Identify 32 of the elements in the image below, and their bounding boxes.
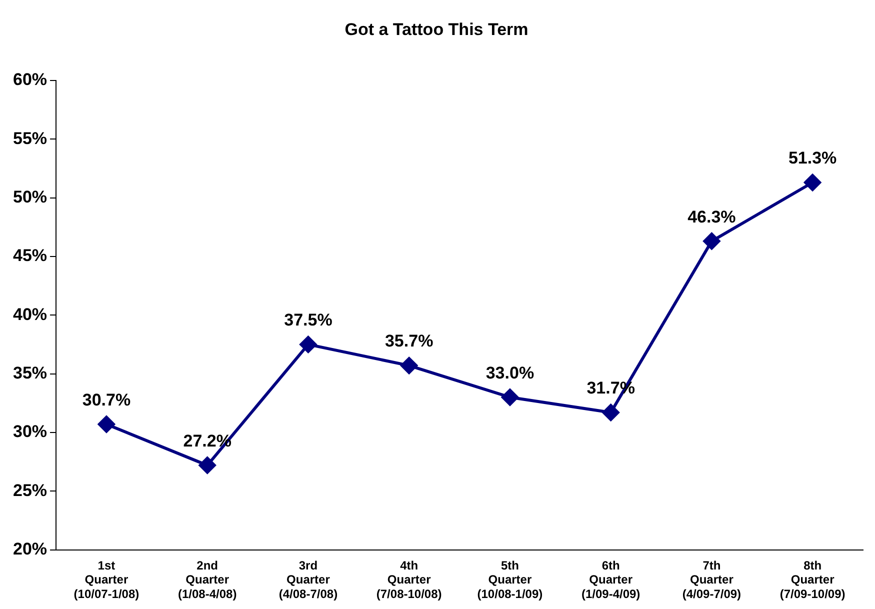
y-tick-label: 60% bbox=[12, 70, 48, 90]
point bbox=[501, 388, 518, 406]
data-label: 46.3% bbox=[688, 207, 736, 226]
x-tick-label: 4th Quarter (7/08-10/08) bbox=[376, 558, 442, 602]
data-label: 33.0% bbox=[486, 363, 534, 382]
y-tick-label: 50% bbox=[12, 187, 48, 206]
point bbox=[602, 404, 620, 421]
y-tick-label: 40% bbox=[12, 304, 48, 324]
x-tick-label: 2nd Quarter (1/08-4/08) bbox=[178, 558, 237, 602]
y-tick-label: 25% bbox=[12, 480, 48, 500]
x-tick-label: 5th Quarter (10/08-1/09) bbox=[477, 558, 543, 602]
point bbox=[198, 456, 216, 474]
point bbox=[300, 336, 317, 353]
data-label: 35.7% bbox=[384, 332, 434, 351]
x-tick-label: 6th Quarter (1/09-4/09) bbox=[581, 558, 640, 602]
chart-title: Got a Tattoo This Term bbox=[344, 20, 528, 39]
y-tick-label: 20% bbox=[12, 539, 48, 558]
x-tick-label: 8th Quarter (7/09-10/09) bbox=[780, 558, 846, 602]
y-tick-label: 55% bbox=[12, 128, 48, 148]
data-label: 37.5% bbox=[284, 310, 332, 330]
point bbox=[804, 174, 822, 191]
y-tick-label: 45% bbox=[12, 246, 48, 266]
point bbox=[98, 416, 115, 433]
data-label: 51.3% bbox=[788, 148, 837, 168]
point bbox=[400, 357, 418, 374]
data-label: 30.7% bbox=[82, 390, 131, 410]
y-tick-label: 30% bbox=[12, 422, 48, 442]
point bbox=[703, 232, 720, 250]
x-tick-label: 7th Quarter (4/09-7/09) bbox=[682, 558, 742, 602]
y-tick-label: 35% bbox=[12, 363, 48, 382]
x-tick-label: 3rd Quarter (4/08-7/08) bbox=[278, 558, 338, 602]
x-tick-label: 1st Quarter (10/07-1/08) bbox=[74, 558, 140, 602]
